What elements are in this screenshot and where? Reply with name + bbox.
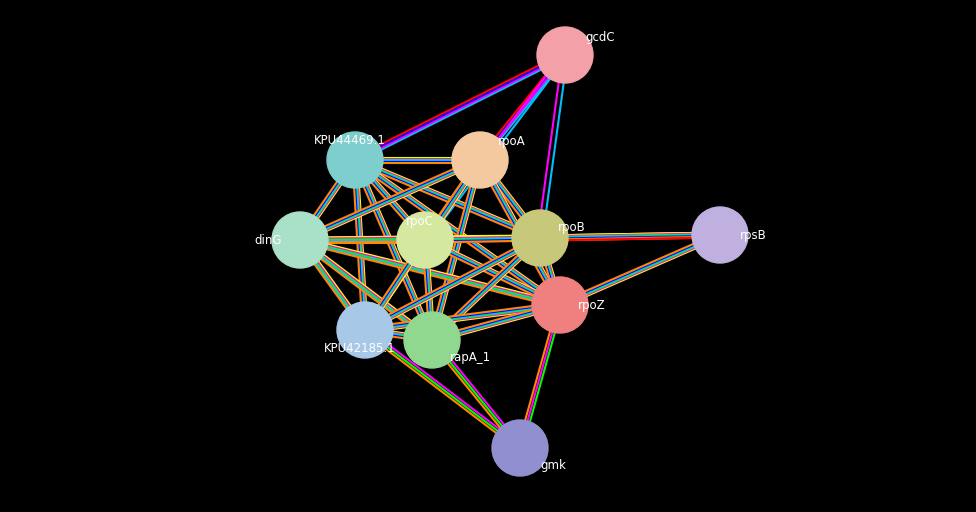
Text: rpoA: rpoA [498, 136, 526, 148]
Circle shape [692, 207, 748, 263]
Text: gcdC: gcdC [585, 31, 615, 44]
Circle shape [397, 212, 453, 268]
Text: KPU42185.1: KPU42185.1 [324, 342, 396, 354]
Circle shape [404, 312, 460, 368]
Text: rpoZ: rpoZ [578, 298, 606, 311]
Text: KPU44469.1: KPU44469.1 [314, 134, 386, 146]
Circle shape [272, 212, 328, 268]
Text: gmk: gmk [540, 459, 566, 473]
Text: rpsB: rpsB [740, 228, 767, 242]
Circle shape [512, 210, 568, 266]
Circle shape [452, 132, 508, 188]
Text: dinG: dinG [255, 233, 282, 246]
Text: rapA_1: rapA_1 [450, 352, 491, 365]
Circle shape [537, 27, 593, 83]
Circle shape [337, 302, 393, 358]
Circle shape [532, 277, 588, 333]
Text: rpoB: rpoB [558, 222, 586, 234]
Circle shape [327, 132, 383, 188]
Text: rpoC: rpoC [406, 216, 434, 228]
Circle shape [492, 420, 548, 476]
